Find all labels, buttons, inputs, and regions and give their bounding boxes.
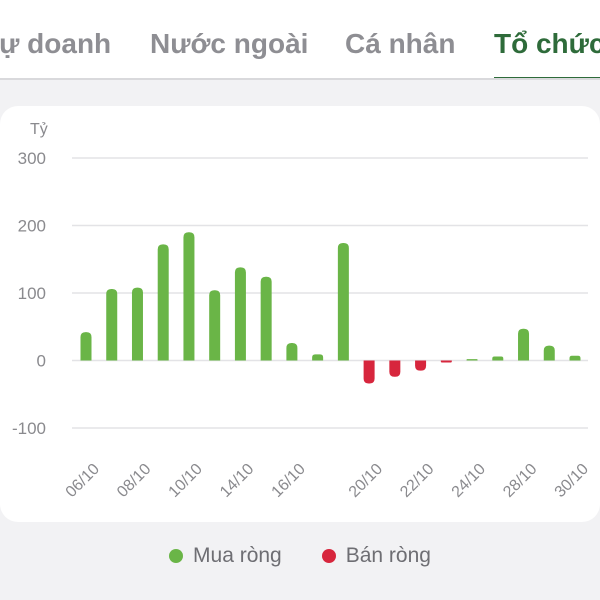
y-tick-label: 100 — [18, 284, 46, 303]
legend-sell-label: Bán ròng — [345, 544, 431, 567]
bar-buy-15/10 — [260, 276, 272, 361]
tab-tu-doanh[interactable]: Tự doanh — [0, 28, 112, 59]
bar-buy-09/10 — [157, 244, 169, 361]
legend-item-sell[interactable]: Bán ròng — [321, 544, 431, 568]
tab-nuoc-ngoai[interactable]: Nước ngoài — [150, 28, 309, 59]
bar-sell-21/10 — [389, 360, 401, 377]
x-tick-label: 14/10 — [217, 461, 257, 501]
chart-legend: Mua ròng Bán ròng — [0, 544, 600, 568]
bar-buy-24/10 — [466, 359, 478, 361]
bar-buy-18/10 — [337, 243, 349, 361]
chart-card: Tỷ 300 200 100 0 -100 06/10 08/10 10/10 14/10 16/1… — [0, 106, 600, 522]
active-tab-underline — [494, 77, 600, 78]
bar-sell-20/10 — [363, 360, 375, 384]
x-tick-label: 24/10 — [449, 461, 489, 501]
legend-buy-label: Mua ròng — [193, 544, 282, 567]
x-tick-label: 22/10 — [397, 461, 437, 501]
x-tick-label: 16/10 — [269, 461, 309, 501]
bar-buy-28/10 — [518, 328, 530, 361]
bar-sell-23/10 — [440, 360, 452, 363]
y-tick-label: 200 — [18, 217, 46, 236]
x-tick-label: 20/10 — [346, 461, 386, 501]
bar-buy-30/10 — [569, 355, 581, 361]
x-tick-label: 10/10 — [166, 461, 206, 501]
legend-sell-dot-icon — [321, 549, 336, 563]
x-tick-label: 06/10 — [63, 461, 103, 501]
y-tick-label: -100 — [12, 419, 46, 438]
bar-buy-10/10 — [183, 232, 195, 361]
bar-buy-16/10 — [286, 342, 298, 361]
y-tick-label: 0 — [37, 352, 46, 371]
y-tick-label: 300 — [18, 149, 46, 168]
x-tick-label: 30/10 — [552, 461, 592, 501]
bar-buy-08/10 — [131, 287, 143, 361]
bar-buy-29/10 — [543, 345, 555, 361]
x-tick-label: 08/10 — [114, 461, 154, 501]
bar-buy-07/10 — [106, 288, 118, 361]
bar-buy-11/10 — [209, 290, 221, 361]
tab-bar: Tự doanh Nước ngoài Cá nhân Tổ chức — [0, 0, 600, 80]
bar-buy-14/10 — [234, 267, 246, 361]
bar-buy-06/10 — [80, 332, 92, 361]
x-tick-label: 28/10 — [500, 461, 540, 501]
bar-buy-27/10 — [492, 356, 504, 361]
y-axis-unit-label: Tỷ — [30, 121, 48, 138]
legend-item-buy[interactable]: Mua ròng — [169, 544, 282, 568]
net-trading-chart: Tỷ 300 200 100 0 -100 06/10 08/10 10/10 14/10 16/1… — [12, 121, 592, 501]
bar-buy-17/10 — [312, 354, 324, 361]
tab-to-chuc[interactable]: Tổ chức — [494, 28, 600, 59]
legend-buy-dot-icon — [169, 549, 184, 563]
bar-sell-22/10 — [415, 360, 427, 371]
tab-ca-nhan[interactable]: Cá nhân — [345, 28, 456, 59]
